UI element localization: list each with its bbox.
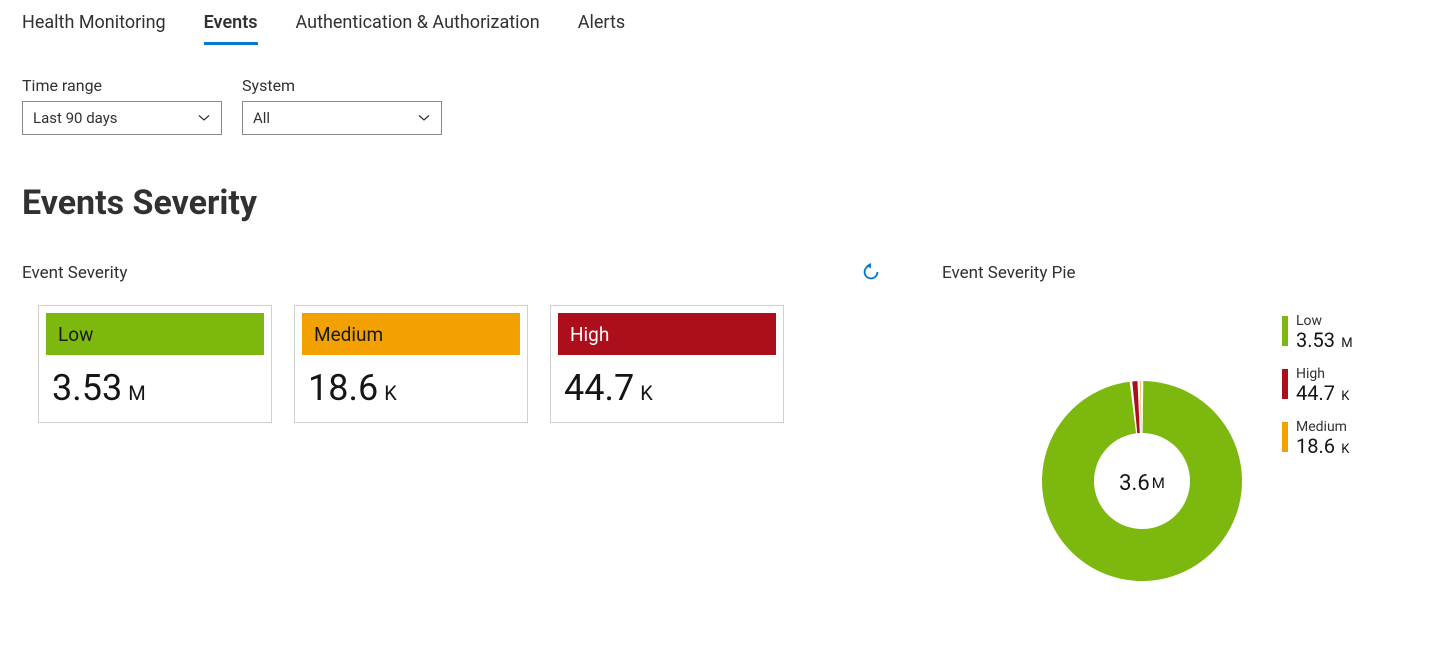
legend-label: High bbox=[1296, 366, 1349, 382]
legend-suffix: K bbox=[1338, 442, 1349, 457]
legend-text: Low3.53 M bbox=[1296, 313, 1353, 352]
section-title: Events Severity bbox=[22, 183, 1421, 223]
filter-system: System All bbox=[242, 76, 442, 135]
legend-swatch bbox=[1282, 369, 1288, 399]
donut-slice-medium[interactable] bbox=[1140, 381, 1141, 433]
tab-events[interactable]: Events bbox=[204, 6, 258, 43]
legend-swatch bbox=[1282, 316, 1288, 346]
panel-event-severity: Event Severity Low3.53MMedium18.6KHigh44… bbox=[22, 263, 882, 423]
filter-system-label: System bbox=[242, 76, 442, 95]
tab-bar: Health Monitoring Events Authentication … bbox=[22, 6, 1421, 44]
filter-bar: Time range Last 90 days System All bbox=[22, 76, 1421, 135]
legend-value: 44.7 K bbox=[1296, 382, 1349, 405]
filter-time-range: Time range Last 90 days bbox=[22, 76, 222, 135]
severity-card-low[interactable]: Low3.53M bbox=[38, 305, 272, 423]
severity-card-value: 44.7 bbox=[564, 367, 634, 409]
severity-card-value: 18.6 bbox=[308, 367, 378, 409]
filter-time-range-label: Time range bbox=[22, 76, 222, 95]
refresh-icon[interactable] bbox=[860, 261, 882, 287]
dropdown-time-range-value: Last 90 days bbox=[33, 109, 118, 127]
legend-label: Low bbox=[1296, 313, 1353, 329]
chevron-down-icon bbox=[197, 111, 211, 125]
legend-suffix: K bbox=[1338, 389, 1349, 404]
tab-alerts[interactable]: Alerts bbox=[578, 6, 625, 43]
severity-card-value: 3.53 bbox=[52, 367, 122, 409]
severity-card-band: Low bbox=[46, 313, 264, 355]
dropdown-time-range[interactable]: Last 90 days bbox=[22, 101, 222, 135]
legend-value: 3.53 M bbox=[1296, 329, 1353, 352]
severity-card-high[interactable]: High44.7K bbox=[550, 305, 784, 423]
legend-text: High44.7 K bbox=[1296, 366, 1349, 405]
legend-swatch bbox=[1282, 422, 1288, 452]
dropdown-system[interactable]: All bbox=[242, 101, 442, 135]
dropdown-system-value: All bbox=[253, 109, 270, 127]
tab-auth[interactable]: Authentication & Authorization bbox=[296, 6, 540, 43]
donut-chart: 3.6M bbox=[1042, 381, 1242, 585]
legend-suffix: M bbox=[1338, 336, 1353, 351]
legend-label: Medium bbox=[1296, 419, 1349, 435]
legend-value: 18.6 K bbox=[1296, 435, 1349, 458]
severity-card-band: High bbox=[558, 313, 776, 355]
panel-event-severity-title: Event Severity bbox=[22, 263, 882, 283]
legend-item-medium[interactable]: Medium18.6 K bbox=[1282, 419, 1353, 458]
panel-event-severity-pie-title: Event Severity Pie bbox=[942, 263, 1421, 283]
severity-card-value-row: 44.7K bbox=[558, 355, 776, 415]
severity-card-suffix: K bbox=[384, 381, 397, 405]
severity-card-medium[interactable]: Medium18.6K bbox=[294, 305, 528, 423]
severity-card-suffix: M bbox=[128, 381, 145, 405]
pie-legend: Low3.53 M High44.7 K Medium18.6 K bbox=[1282, 313, 1353, 458]
tab-health-monitoring[interactable]: Health Monitoring bbox=[22, 6, 166, 43]
chevron-down-icon bbox=[417, 111, 431, 125]
severity-card-band: Medium bbox=[302, 313, 520, 355]
severity-cards: Low3.53MMedium18.6KHigh44.7K bbox=[38, 305, 882, 423]
legend-item-low[interactable]: Low3.53 M bbox=[1282, 313, 1353, 352]
severity-card-suffix: K bbox=[640, 381, 653, 405]
legend-text: Medium18.6 K bbox=[1296, 419, 1349, 458]
severity-card-value-row: 18.6K bbox=[302, 355, 520, 415]
donut-slice-low[interactable] bbox=[1042, 381, 1242, 581]
panel-event-severity-pie: Event Severity Pie 3.6M Low3.53 M High44.… bbox=[942, 263, 1421, 585]
legend-item-high[interactable]: High44.7 K bbox=[1282, 366, 1353, 405]
severity-card-value-row: 3.53M bbox=[46, 355, 264, 415]
